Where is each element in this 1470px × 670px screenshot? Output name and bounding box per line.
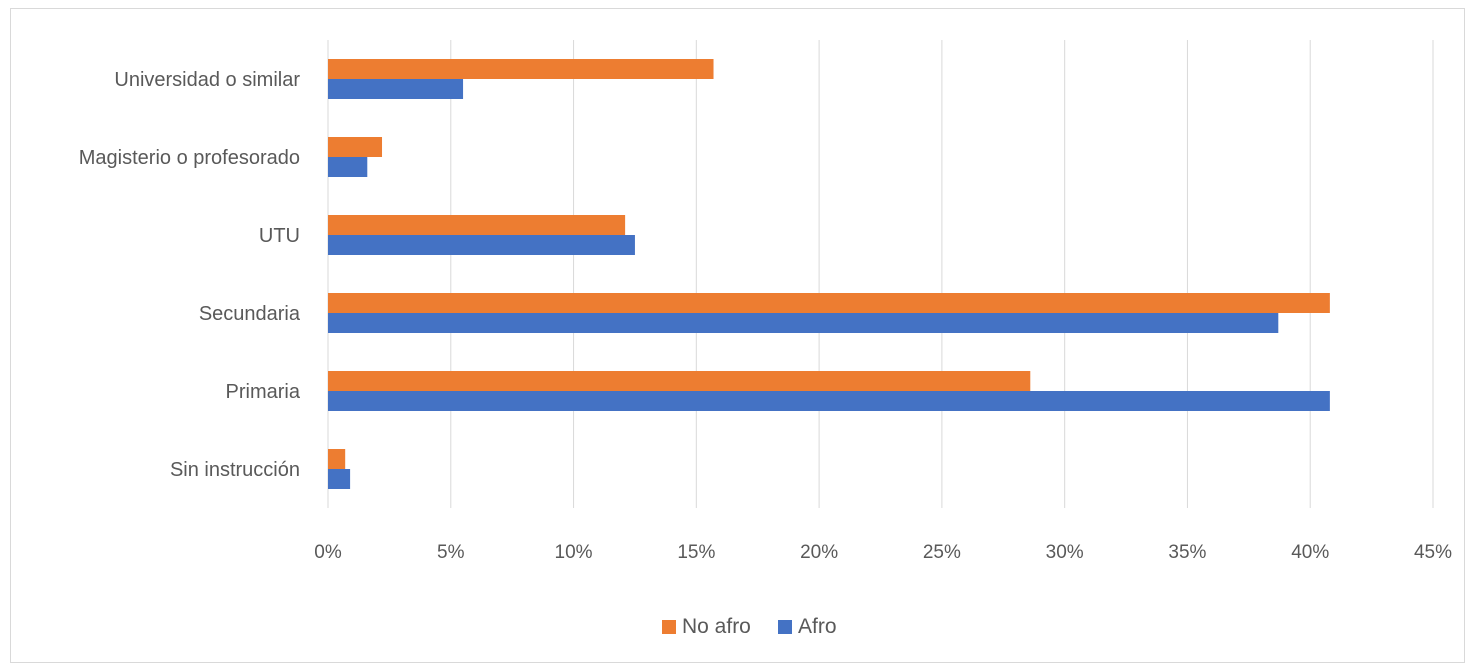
bar-no-afro (328, 371, 1031, 391)
x-tick-label: 5% (437, 542, 465, 563)
chart-frame (10, 8, 1465, 663)
x-tick-label: 0% (314, 542, 342, 563)
x-tick-label: 20% (800, 542, 838, 563)
bar-afro (328, 235, 635, 255)
category-label: Primaria (226, 381, 301, 403)
bar-no-afro (328, 449, 346, 469)
category-label: Sin instrucción (170, 459, 300, 481)
legend-label: Afro (798, 615, 837, 638)
category-label: UTU (259, 225, 300, 247)
category-label: Magisterio o profesorado (79, 147, 300, 169)
x-tick-label: 35% (1168, 542, 1206, 563)
bar-no-afro (328, 215, 626, 235)
bar-no-afro (328, 59, 714, 79)
x-tick-label: 40% (1291, 542, 1329, 563)
legend-swatch (778, 620, 792, 634)
bar-afro (328, 79, 464, 99)
x-tick-labels: 0% 5% 10% 15% 20% 25% 30% 35% 40% 45% (314, 542, 1452, 563)
legend: No afro Afro (662, 615, 837, 638)
bar-afro (328, 469, 351, 489)
x-tick-label: 45% (1414, 542, 1452, 563)
bar-afro (328, 391, 1330, 411)
category-labels: Universidad o similar Magisterio o profes… (79, 69, 301, 481)
x-tick-label: 15% (677, 542, 715, 563)
bars (328, 59, 1330, 489)
gridlines (327, 40, 1434, 508)
bar-no-afro (328, 137, 383, 157)
x-tick-label: 10% (555, 542, 593, 563)
x-tick-label: 25% (923, 542, 961, 563)
x-tick-label: 30% (1046, 542, 1084, 563)
bar-no-afro (328, 293, 1330, 313)
category-label: Secundaria (199, 303, 301, 325)
bar-afro (328, 157, 368, 177)
legend-label: No afro (682, 615, 751, 638)
bar-afro (328, 313, 1279, 333)
legend-swatch (662, 620, 676, 634)
category-label: Universidad o similar (114, 69, 300, 91)
